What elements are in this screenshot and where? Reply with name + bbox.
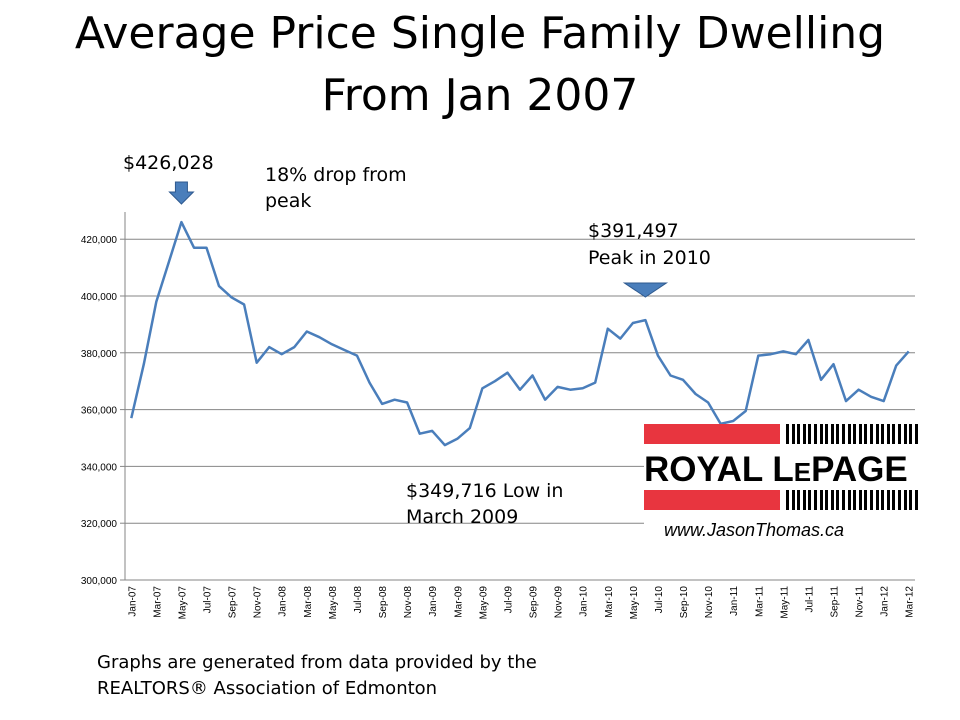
- x-tick-label: Mar-08: [303, 586, 314, 618]
- x-tick-label: Sep-07: [228, 586, 239, 619]
- y-tick-label: 300,000: [81, 576, 118, 587]
- y-tick-label: 420,000: [81, 235, 118, 246]
- x-tick-label: Sep-10: [679, 586, 690, 619]
- x-tick-label: Jul-07: [203, 586, 214, 614]
- x-tick-label: May-10: [629, 586, 640, 620]
- footer-note: Graphs are generated from data provided …: [97, 650, 537, 702]
- peak-2010-arrow-icon: [622, 282, 669, 298]
- x-tick-label: Jan-12: [880, 586, 891, 617]
- x-tick-label: Jan-07: [127, 586, 138, 617]
- x-tick-label: Nov-07: [253, 586, 264, 619]
- low-annotation: $349,716 Low in March 2009: [406, 480, 564, 528]
- footer-line1: Graphs are generated from data provided …: [97, 652, 537, 673]
- y-tick-label: 400,000: [81, 292, 118, 303]
- footer-line2: REALTORS® Association of Edmonton: [97, 678, 438, 699]
- x-tick-label: Sep-09: [529, 586, 540, 619]
- peak-2010-label-annotation: Peak in 2010: [588, 247, 711, 269]
- x-tick-label: Mar-07: [152, 586, 163, 618]
- chart-title-line2: From Jan 2007: [321, 70, 639, 121]
- x-tick-label: Nov-08: [403, 586, 414, 619]
- drop-annotation: 18% drop from peak: [265, 164, 407, 212]
- x-tick-label: Mar-09: [453, 586, 464, 618]
- x-tick-label: Mar-12: [905, 586, 916, 618]
- y-tick-label: 360,000: [81, 406, 118, 417]
- y-tick-label: 320,000: [81, 519, 118, 530]
- x-tick-label: May-09: [478, 586, 489, 620]
- website-text: www.JasonThomas.ca: [664, 520, 845, 540]
- royal-lepage-logo: ROYAL LEPAGE www.JasonThomas.ca: [644, 424, 920, 544]
- chart-title-line1: Average Price Single Family Dwelling: [74, 8, 886, 59]
- x-tick-label: Mar-10: [604, 586, 615, 618]
- x-tick-label: Nov-09: [554, 586, 565, 619]
- peak-value-annotation: $426,028: [123, 152, 214, 174]
- x-tick-label: Sep-11: [829, 586, 840, 618]
- x-tick-label: Jul-11: [804, 586, 815, 613]
- x-tick-label: Jul-10: [654, 586, 665, 614]
- price-series-line: [130, 220, 910, 447]
- x-tick-label: Mar-11: [754, 586, 765, 617]
- x-tick-label: Nov-11: [855, 586, 866, 618]
- peak-2010-value-annotation: $391,497: [588, 220, 679, 242]
- x-tick-label: Jul-09: [503, 586, 514, 614]
- x-tick-label: Jul-08: [353, 586, 364, 614]
- x-tick-label: Nov-10: [704, 586, 715, 619]
- y-tick-label: 380,000: [81, 349, 118, 360]
- x-tick-label: May-11: [779, 586, 790, 619]
- x-tick-label: Jan-09: [428, 586, 439, 617]
- x-tick-label: Sep-08: [378, 586, 389, 619]
- x-tick-label: May-08: [328, 586, 339, 620]
- x-tick-label: Jan-08: [278, 586, 289, 617]
- x-tick-label: Jan-10: [579, 586, 590, 617]
- y-tick-label: 340,000: [81, 462, 118, 473]
- peak-arrow-icon: [168, 181, 195, 205]
- x-tick-label: Jan-11: [729, 586, 740, 616]
- x-tick-label: May-07: [177, 586, 188, 620]
